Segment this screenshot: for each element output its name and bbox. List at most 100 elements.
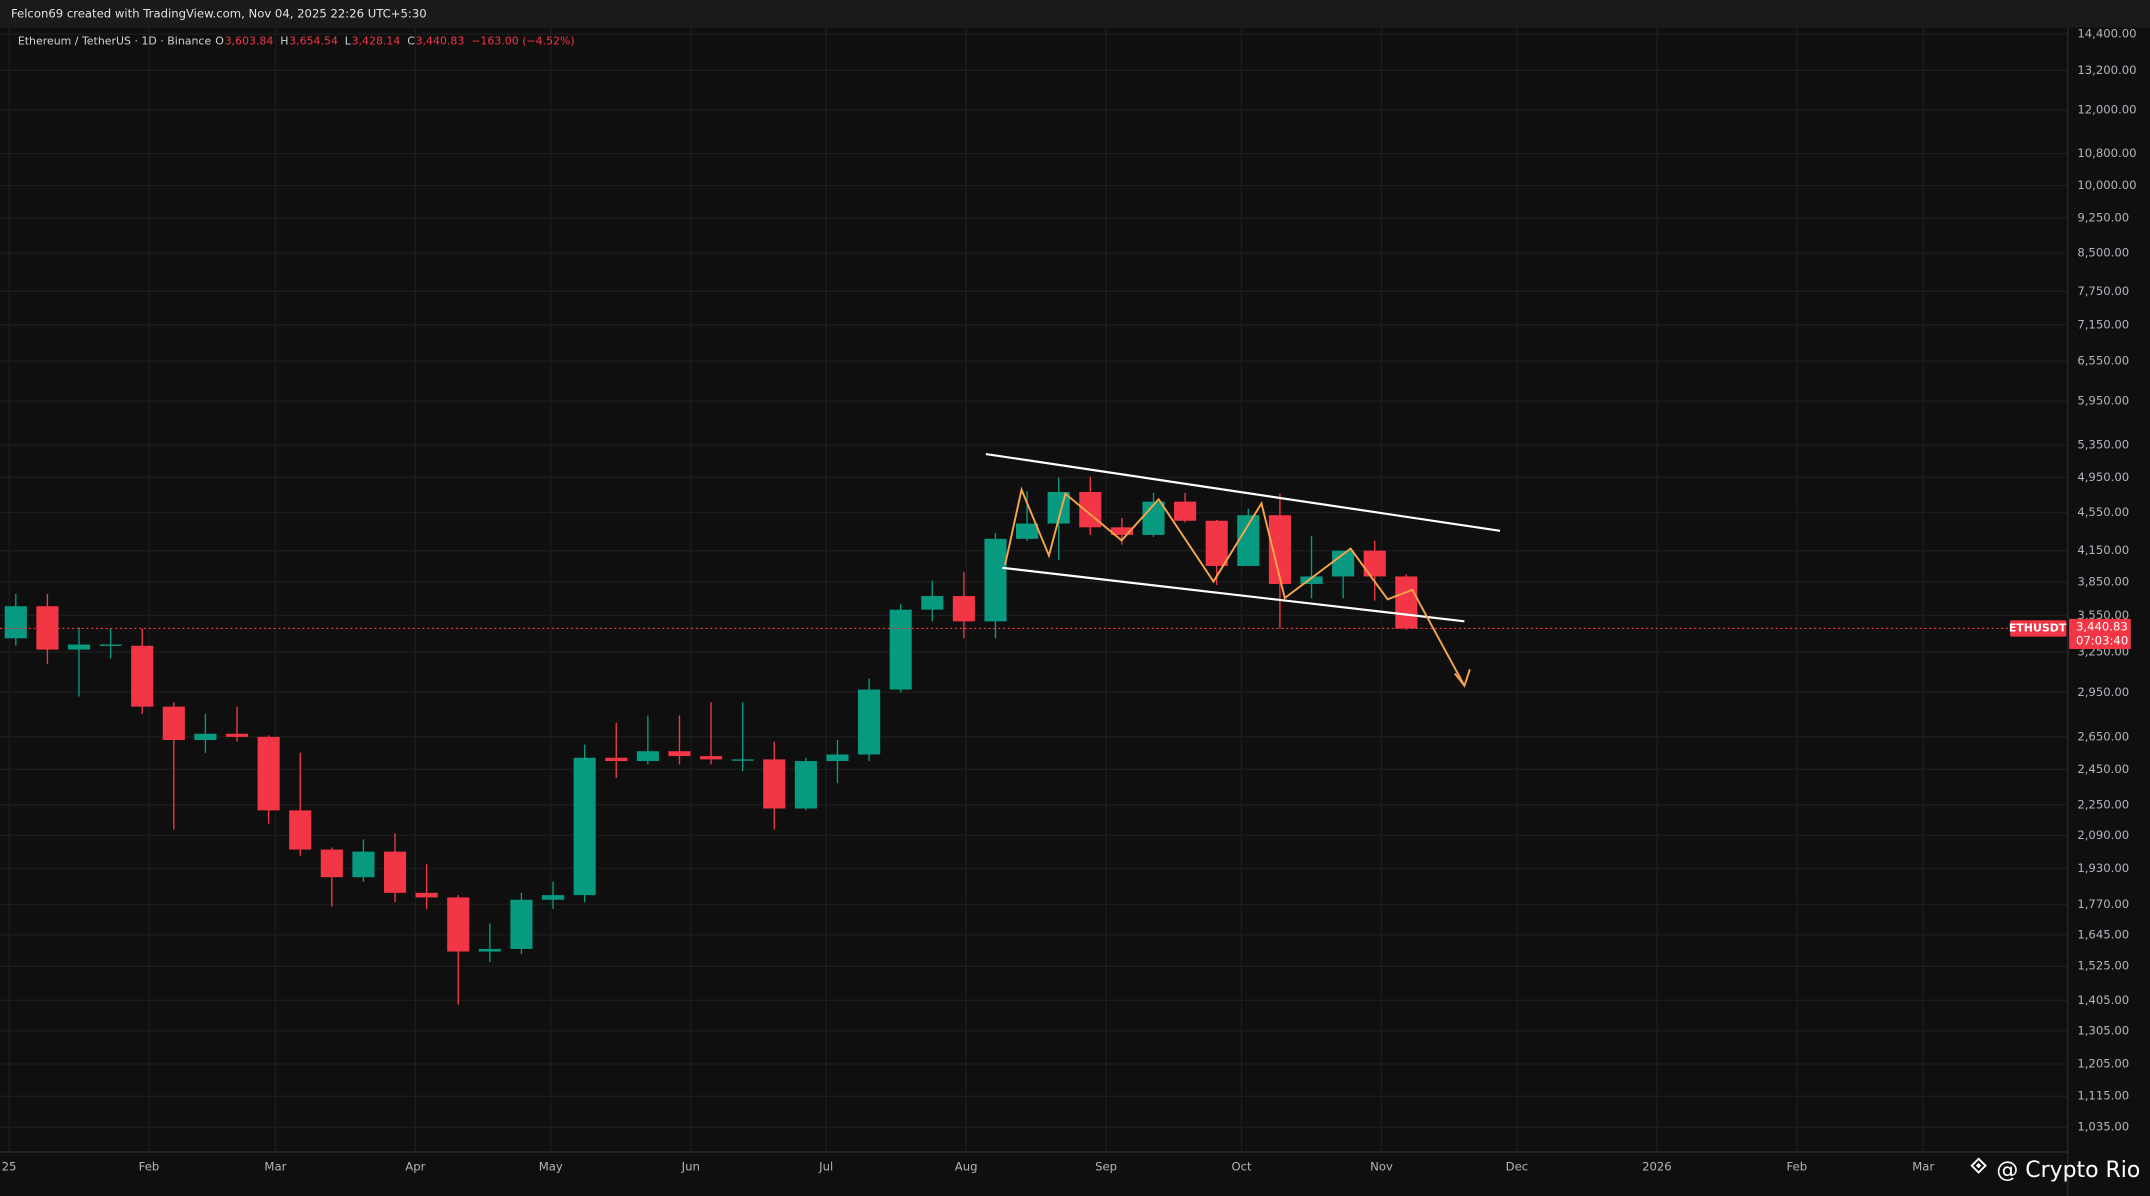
candle-body (289, 810, 312, 850)
legend-c-key: C (407, 34, 415, 47)
candle-body (1363, 550, 1386, 577)
y-tick-label: 5,350.00 (2077, 438, 2129, 452)
watermark-text: @ Crypto Rio (1996, 1158, 2140, 1183)
candle-body (352, 851, 375, 878)
y-tick-label: 4,550.00 (2077, 505, 2129, 519)
y-tick-label: 2,650.00 (2077, 729, 2129, 743)
watermark: @ Crypto Rio (1970, 1157, 2140, 1183)
candle-body (763, 759, 786, 809)
y-tick-label: 1,770.00 (2077, 897, 2129, 911)
logo (1970, 1157, 1987, 1174)
legend-h: 3,654.54 (289, 34, 338, 47)
y-tick-label: 1,035.00 (2077, 1120, 2129, 1134)
legend-h-key: H (280, 34, 288, 47)
candle-body (636, 751, 659, 762)
arrow-head (1454, 668, 1471, 688)
candle-body (858, 689, 881, 755)
channel-lower (1002, 566, 1465, 623)
x-tick-label: Feb (1787, 1160, 1808, 1174)
x-tick-label: Mar (264, 1160, 286, 1174)
y-tick-label: 14,400.00 (2077, 27, 2136, 41)
legend-o: 3,603.84 (225, 34, 274, 47)
candle-body (415, 892, 438, 898)
legend-o-key: O (215, 34, 224, 47)
pattern-drawing (985, 452, 1501, 688)
candle-body (1268, 515, 1291, 584)
y-tick-label: 1,645.00 (2077, 927, 2129, 941)
y-tick-label: 1,305.00 (2077, 1023, 2129, 1037)
y-tick-label: 2,250.00 (2077, 797, 2129, 811)
candle-body (921, 596, 944, 610)
y-tick-label: 9,250.00 (2077, 210, 2129, 224)
y-tick-label: 2,950.00 (2077, 685, 2129, 699)
y-tick-label: 7,150.00 (2077, 317, 2129, 331)
y-tick-label: 12,000.00 (2077, 102, 2136, 116)
x-tick-label: Jul (818, 1160, 833, 1174)
y-tick-label: 3,850.00 (2077, 574, 2129, 588)
y-tick-label: 2,090.00 (2077, 828, 2129, 842)
y-tick-label: 1,115.00 (2077, 1089, 2129, 1103)
candle-body (1110, 527, 1133, 535)
candle-body (1205, 520, 1228, 566)
candle-body (67, 644, 91, 650)
x-tick-label: Mar (1912, 1160, 1934, 1174)
candle-body (225, 733, 249, 737)
y-tick-label: 1,205.00 (2077, 1057, 2129, 1071)
legend-change: −163.00 (−4.52%) (471, 34, 575, 47)
x-tick-label: Aug (955, 1160, 978, 1174)
candle-body (99, 644, 122, 646)
candle-body (573, 757, 596, 896)
price-box (2069, 618, 2131, 650)
x-tick-label: Oct (1231, 1160, 1252, 1174)
y-tick-label: 1,405.00 (2077, 993, 2129, 1007)
y-tick-label: 7,750.00 (2077, 284, 2129, 298)
y-tick-label: 1,930.00 (2077, 861, 2129, 875)
x-tick-label: 25 (2, 1160, 17, 1174)
channel-upper (985, 452, 1501, 532)
legend-c: 3,440.83 (416, 34, 465, 47)
y-tick-label: 3,550.00 (2077, 608, 2129, 622)
candle-body (668, 751, 691, 757)
y-tick-label: 5,950.00 (2077, 394, 2129, 408)
candle-body (510, 899, 533, 949)
candle-body (194, 733, 217, 741)
legend-l-key: L (345, 34, 352, 47)
ticker-box (2010, 620, 2067, 637)
candle-body (1016, 523, 1039, 539)
x-tick-label: May (539, 1160, 563, 1174)
zigzag (1004, 486, 1466, 687)
x-tick-label: Apr (405, 1160, 425, 1174)
candle-body (320, 849, 343, 878)
symbol: Ethereum / TetherUS · 1D · Binance (18, 34, 212, 47)
x-tick-label: Nov (1370, 1160, 1393, 1174)
candle-body (383, 851, 407, 893)
y-tick-label: 10,800.00 (2077, 146, 2136, 160)
candle-body (984, 538, 1007, 622)
credit: Felcon69 created with TradingView.com, N… (11, 6, 427, 20)
candle-body (1174, 501, 1197, 521)
y-tick-label: 2,450.00 (2077, 762, 2129, 776)
candle-body (478, 948, 501, 952)
axes: 14,400.00 13,200.00 12,000.00 10,800.00 10,0… (0, 27, 2137, 1174)
legend-l: 3,428.14 (352, 34, 401, 47)
y-tick-label: 8,500.00 (2077, 246, 2129, 260)
x-tick-label: Dec (1506, 1160, 1529, 1174)
candle-body (1332, 550, 1355, 577)
ticker-label: ETHUSDT (2009, 621, 2067, 634)
candle-body (605, 757, 628, 762)
candle-body (889, 609, 912, 690)
price-label: 3,440.83 (2076, 620, 2128, 634)
candle-body (36, 606, 59, 650)
candle-body (257, 736, 280, 811)
candle-body (700, 756, 723, 760)
y-tick-label: 4,150.00 (2077, 543, 2129, 557)
candle-body (952, 596, 975, 622)
y-tick-label: 6,550.00 (2077, 354, 2129, 368)
candle-body (447, 897, 470, 952)
candle-body (731, 759, 754, 761)
candle-body (162, 706, 185, 741)
x-tick-label: Feb (139, 1160, 160, 1174)
candle-body (541, 895, 565, 900)
